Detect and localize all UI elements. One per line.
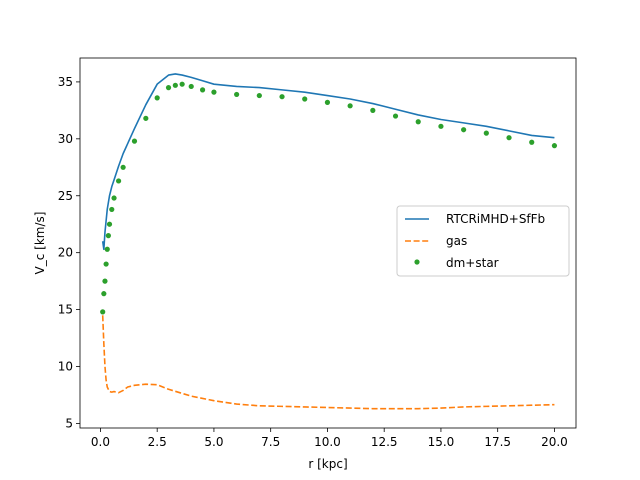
- y-tick-label: 35: [58, 75, 73, 89]
- y-axis-label: V_c [km/s]: [33, 212, 47, 275]
- legend-label-dm-star: dm+star: [446, 256, 499, 270]
- series-2-point: [100, 309, 106, 315]
- series-2-point: [131, 138, 138, 144]
- series-2-point: [438, 123, 444, 129]
- legend-label-gas: gas: [446, 234, 467, 248]
- y-tick-label: 30: [58, 132, 73, 146]
- series-2-point: [103, 261, 109, 267]
- series-2-point: [256, 92, 262, 99]
- y-tick-label: 20: [58, 246, 73, 260]
- series-2-point: [211, 89, 217, 95]
- series-2-point: [324, 99, 331, 105]
- series-2-point: [120, 164, 126, 170]
- series-2-point: [172, 82, 178, 88]
- series-2-point: [234, 91, 240, 98]
- y-tick-label: 5: [65, 416, 73, 430]
- series-2-point: [106, 221, 113, 227]
- y-tick-label: 10: [58, 360, 73, 374]
- x-tick-label: 17.5: [484, 435, 511, 449]
- series-0-line: [101, 73, 555, 251]
- series-2-point: [461, 127, 467, 133]
- series-2-point: [392, 113, 399, 119]
- series-2-point: [104, 246, 110, 252]
- legend-label-rtcrimhd: RTCRiMHD+SfFb: [446, 212, 545, 226]
- series-2-point: [115, 178, 122, 184]
- y-tick-label: 15: [58, 303, 73, 317]
- legend: RTCRiMHD+SfFb gas dm+star: [396, 205, 570, 277]
- series-2-point: [529, 139, 535, 145]
- series-2-point: [154, 95, 160, 101]
- x-tick-label: 0.0: [91, 435, 110, 449]
- series-2-point: [415, 119, 421, 125]
- series-2-point: [179, 81, 185, 87]
- x-tick-label: 2.5: [148, 435, 167, 449]
- x-tick-label: 12.5: [371, 435, 398, 449]
- series-2-point: [102, 278, 108, 284]
- series-2-point: [506, 135, 512, 141]
- series-2-point: [279, 94, 285, 100]
- x-axis-label: r [kpc]: [308, 457, 347, 471]
- series-2-point: [111, 195, 117, 201]
- x-tick-label: 5.0: [204, 435, 223, 449]
- series-1-line: [101, 315, 555, 410]
- series-2-point: [105, 233, 111, 239]
- series-2-point: [188, 83, 194, 90]
- series-2-point: [302, 96, 308, 102]
- x-tick-label: 7.5: [261, 435, 280, 449]
- y-tick-label: 25: [58, 189, 73, 203]
- series-2-point: [347, 103, 353, 109]
- series-2-point: [109, 206, 115, 213]
- legend-marker-dm-star: [414, 259, 420, 265]
- axes-frame: [79, 57, 577, 429]
- series-2-point: [199, 87, 206, 93]
- legend-box: [396, 205, 570, 277]
- series-2-point: [551, 143, 558, 149]
- x-tick-label: 15.0: [428, 435, 455, 449]
- series-2-point: [101, 291, 107, 297]
- x-tick-label: 10.0: [314, 435, 341, 449]
- x-axis: 0.0 2.5 5.0 7.5 10.0 12.5 15.0 17.5 20.0: [91, 428, 568, 449]
- x-tick-label: 20.0: [541, 435, 568, 449]
- series-2-point: [143, 115, 149, 121]
- plot-area: [100, 73, 558, 410]
- series-2-point: [483, 130, 489, 136]
- series-2-point: [370, 107, 376, 113]
- series-2-point: [165, 85, 172, 91]
- y-axis: 5 10 15 20 25 30 35: [58, 75, 80, 430]
